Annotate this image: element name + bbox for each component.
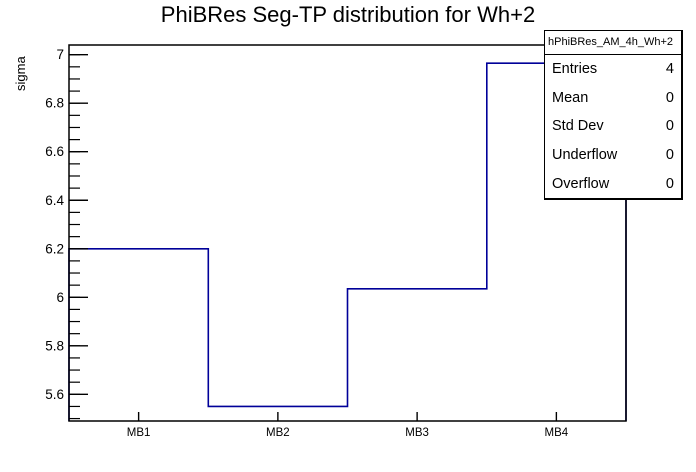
stat-value: 0 [665,89,674,106]
stats-rows: Entries 4 Mean 0 Std Dev 0 Underflow 0 Overflow 0 [545,55,681,198]
y-tick-label: 6 [56,290,64,305]
stat-row: Underflow 0 [545,141,681,170]
stat-row: Entries 4 [545,55,681,84]
stats-title: hPhiBRes_AM_4h_Wh+2 [545,31,681,55]
stat-value: 0 [665,147,674,164]
chart-title: PhiBRes Seg-TP distribution for Wh+2 [160,2,536,27]
stat-label: Underflow [552,147,618,164]
stat-label: Mean [552,89,589,106]
histogram-line [68,62,627,421]
x-tick-label: MB4 [545,427,569,439]
stat-label: Std Dev [552,118,604,135]
y-tick-label: 6.4 [45,193,64,208]
plot-frame [68,44,627,422]
y-tick-label: 6.2 [45,241,64,256]
x-tick-label: MB2 [266,427,290,439]
x-tick-label: MB3 [405,427,429,439]
stats-box: hPhiBRes_AM_4h_Wh+2 Entries 4 Mean 0 Std Dev… [544,30,683,200]
stat-row: Std Dev 0 [545,112,681,141]
y-tick-label: 6.8 [45,96,64,111]
x-tick-label: MB1 [127,427,151,439]
y-tick-label: 7 [56,47,64,62]
y-tick-label: 5.6 [45,387,64,402]
y-tick-label: 5.8 [45,338,64,353]
stat-row: Mean 0 [545,84,681,113]
stat-label: Overflow [552,175,610,192]
stat-row: Overflow 0 [545,169,681,198]
stat-value: 0 [665,175,674,192]
stat-value: 0 [665,118,674,135]
stat-value: 4 [665,61,674,78]
stat-label: Entries [552,61,598,78]
y-tick-label: 6.6 [45,144,64,159]
